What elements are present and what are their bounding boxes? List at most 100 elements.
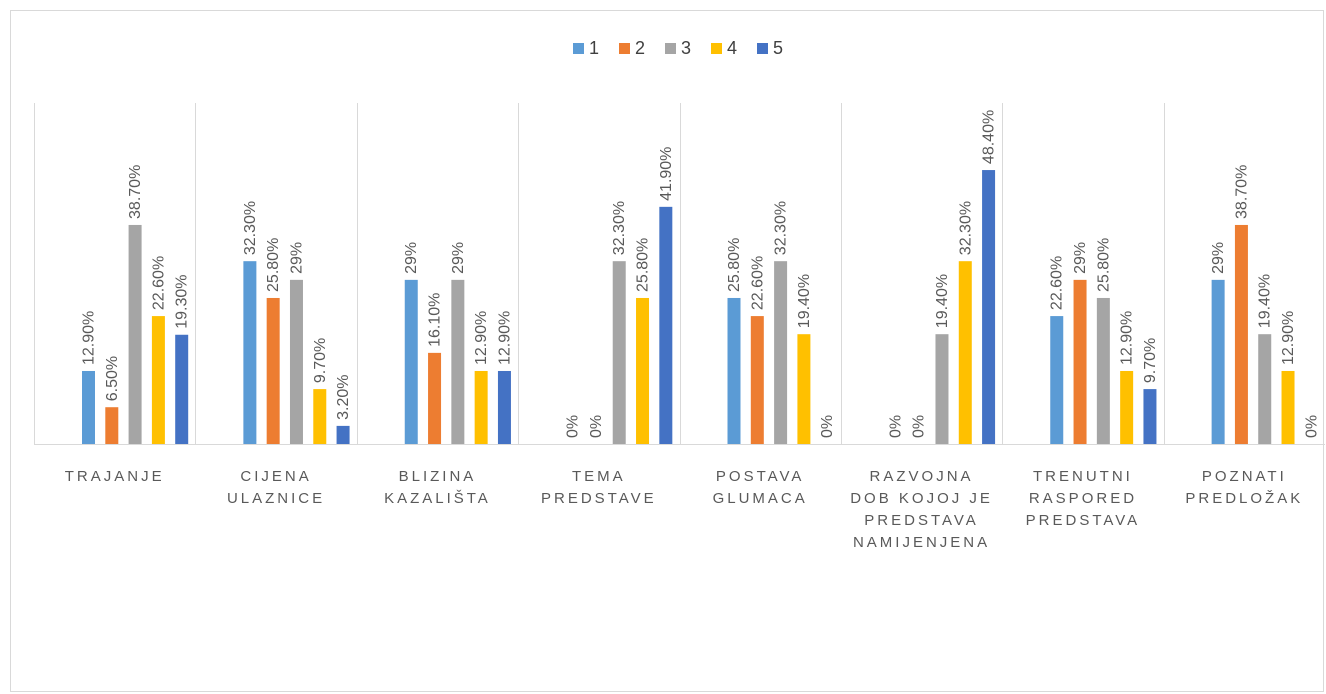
bar-series-2-cat-2 (266, 297, 280, 444)
data-label-series-4-cat-1: 22.60% (150, 256, 167, 310)
bar-series-5-cat-4 (659, 206, 673, 444)
data-label-series-2-cat-2: 25.80% (265, 238, 282, 292)
bar-series-1-cat-1 (82, 370, 95, 444)
bar-series-3-cat-2 (289, 279, 303, 444)
category-label-4: TEMA (572, 468, 626, 485)
bar-series-1-cat-5 (727, 297, 741, 444)
bar-series-4-cat-6 (958, 261, 972, 444)
legend-label-1: 1 (589, 38, 599, 58)
data-label-series-2-cat-8: 38.70% (1233, 165, 1250, 219)
legend-swatch-5 (757, 43, 768, 54)
category-label-6: PREDSTAVA (864, 512, 979, 529)
data-label-series-3-cat-6: 19.40% (934, 274, 951, 328)
data-label-series-4-cat-2: 9.70% (312, 338, 329, 383)
bar-series-3-cat-5 (774, 261, 788, 444)
data-label-series-3-cat-2: 29% (288, 242, 305, 274)
data-label-series-1-cat-6: 0% (887, 415, 904, 438)
category-label-6: RAZVOJNA (870, 468, 974, 485)
data-label-series-2-cat-3: 16.10% (427, 293, 444, 347)
bar-series-2-cat-1 (105, 407, 119, 444)
category-label-8: PREDLOŽAK (1185, 490, 1303, 507)
data-label-series-5-cat-4: 41.90% (658, 147, 675, 201)
bar-series-5-cat-1 (175, 334, 189, 444)
data-label-series-3-cat-8: 19.40% (1257, 274, 1274, 328)
legend-label-2: 2 (635, 38, 645, 58)
data-label-series-5-cat-7: 9.70% (1142, 338, 1159, 383)
data-label-series-5-cat-2: 3.20% (335, 375, 352, 420)
data-label-series-2-cat-4: 0% (588, 415, 605, 438)
chart-frame: 1 2 3 4 5 12.90% 6.50% 38.70% 22.60% 19.30% 32.30… (10, 10, 1325, 692)
data-label-series-5-cat-8: 0% (1303, 415, 1320, 438)
data-label-series-4-cat-4: 25.80% (635, 238, 652, 292)
legend-swatch-2 (619, 43, 630, 54)
bar-series-2-cat-8 (1234, 224, 1248, 444)
data-label-series-3-cat-3: 29% (450, 242, 467, 274)
category-label-2: CIJENA (240, 468, 311, 485)
bar-series-5-cat-3 (497, 370, 511, 444)
category-label-6: NAMIJENJENA (853, 534, 990, 551)
legend-label-4: 4 (727, 38, 737, 58)
legend-swatch-1 (573, 43, 584, 54)
bar-series-3-cat-8 (1258, 334, 1272, 444)
bar-series-2-cat-3 (428, 352, 442, 444)
data-label-series-1-cat-8: 29% (1210, 242, 1227, 274)
data-label-series-5-cat-5: 0% (819, 415, 836, 438)
bar-series-4-cat-3 (474, 370, 488, 444)
bar-series-1-cat-2 (243, 261, 257, 444)
bar-series-1-cat-7 (1050, 316, 1064, 444)
bar-series-5-cat-2 (336, 425, 350, 444)
data-label-series-2-cat-6: 0% (911, 415, 928, 438)
category-separators (34, 103, 1165, 444)
data-label-series-4-cat-8: 12.90% (1280, 311, 1297, 365)
bar-series-5-cat-6 (982, 170, 996, 444)
category-label-4: PREDSTAVE (541, 490, 657, 507)
category-label-3: BLIZINA (399, 468, 477, 485)
data-label-series-4-cat-3: 12.90% (473, 311, 490, 365)
data-label-series-3-cat-4: 32.30% (611, 201, 628, 255)
bar-series-3-cat-7 (1096, 297, 1110, 444)
data-label-series-3-cat-1: 38.70% (127, 165, 144, 219)
legend-swatch-3 (665, 43, 676, 54)
category-label-3: KAZALIŠTA (384, 490, 491, 507)
legend-label-5: 5 (773, 38, 783, 58)
data-label-series-4-cat-7: 12.90% (1119, 311, 1136, 365)
category-label-2: ULAZNICE (227, 490, 325, 507)
legend-swatch-4 (711, 43, 722, 54)
category-label-7: PREDSTAVA (1026, 512, 1141, 529)
legend: 1 2 3 4 5 (573, 38, 783, 58)
data-label-series-1-cat-5: 25.80% (726, 238, 743, 292)
bar-series-3-cat-3 (451, 279, 465, 444)
bars (82, 170, 1295, 444)
bar-series-2-cat-7 (1073, 279, 1087, 444)
data-label-series-1-cat-4: 0% (565, 415, 582, 438)
legend-label-3: 3 (681, 38, 691, 58)
bar-series-3-cat-6 (935, 334, 949, 444)
bar-series-4-cat-4 (636, 297, 650, 444)
data-label-series-1-cat-2: 32.30% (242, 201, 259, 255)
bar-chart: 1 2 3 4 5 12.90% 6.50% 38.70% 22.60% 19.30% 32.30… (34, 38, 1325, 551)
bar-series-5-cat-7 (1143, 389, 1157, 444)
bar-series-4-cat-8 (1281, 370, 1295, 444)
data-label-series-4-cat-6: 32.30% (957, 201, 974, 255)
bar-series-3-cat-1 (128, 224, 142, 444)
data-label-series-3-cat-7: 25.80% (1095, 238, 1112, 292)
data-label-series-1-cat-1: 12.90% (81, 311, 98, 365)
category-label-6: DOB KOJOJ JE (850, 490, 993, 507)
category-label-7: TRENUTNI (1033, 468, 1133, 485)
category-labels: TRAJANJE CIJENA ULAZNICE BLIZINA KAZALIŠTA TE… (65, 468, 1303, 551)
bar-series-4-cat-5 (797, 334, 811, 444)
category-label-5: POSTAVA (716, 468, 805, 485)
data-label-series-1-cat-7: 22.60% (1049, 256, 1066, 310)
data-label-series-5-cat-1: 19.30% (174, 274, 191, 328)
data-labels: 12.90% 6.50% 38.70% 22.60% 19.30% 32.30% 25.80… (81, 110, 1321, 438)
bar-series-4-cat-7 (1120, 370, 1134, 444)
category-label-8: POZNATI (1202, 468, 1287, 485)
data-label-series-5-cat-3: 12.90% (496, 311, 513, 365)
category-label-5: GLUMACA (713, 490, 808, 507)
category-label-1: TRAJANJE (65, 468, 165, 485)
bar-series-4-cat-2 (313, 389, 327, 444)
bar-series-3-cat-4 (612, 261, 626, 444)
category-label-7: RASPORED (1029, 490, 1137, 507)
bar-series-4-cat-1 (151, 316, 165, 444)
data-label-series-1-cat-3: 29% (403, 242, 420, 274)
